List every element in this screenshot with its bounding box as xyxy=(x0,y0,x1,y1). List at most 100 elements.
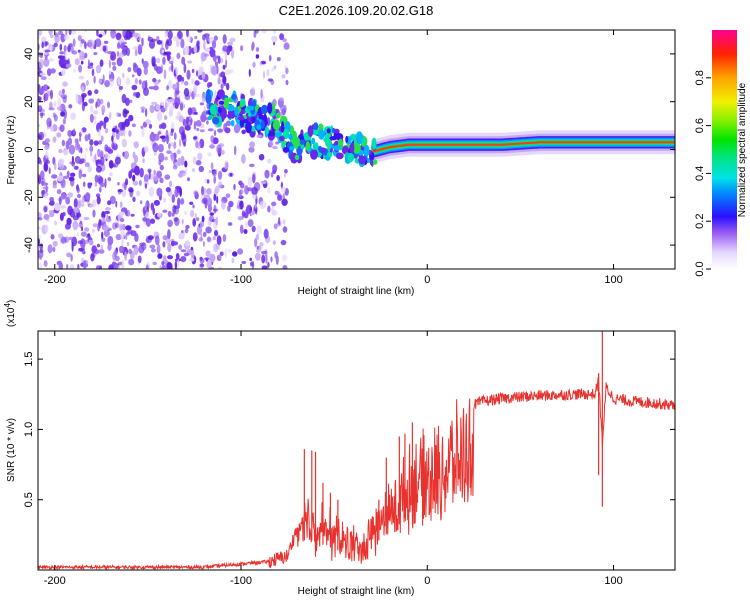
noise-speckle xyxy=(181,56,186,65)
noise-speckle xyxy=(109,172,113,177)
noise-speckle xyxy=(184,125,191,131)
noise-speckle xyxy=(77,35,82,42)
noise-speckle xyxy=(160,64,164,74)
noise-speckle xyxy=(43,214,50,220)
noise-speckle xyxy=(175,68,178,75)
noise-speckle xyxy=(94,181,98,187)
noise-speckle xyxy=(162,56,166,65)
noise-speckle xyxy=(142,217,148,222)
noise-speckle xyxy=(128,170,133,179)
noise-speckle xyxy=(118,261,123,266)
noise-speckle xyxy=(224,248,228,258)
noise-speckle xyxy=(168,79,173,90)
ridge-blob xyxy=(330,125,334,135)
noise-speckle xyxy=(100,135,104,143)
noise-speckle xyxy=(78,247,84,252)
noise-speckle xyxy=(196,70,198,77)
noise-speckle xyxy=(201,215,205,223)
noise-speckle xyxy=(267,261,270,268)
noise-speckle xyxy=(173,35,179,42)
noise-speckle xyxy=(203,197,208,204)
noise-speckle xyxy=(186,30,189,38)
noise-speckle xyxy=(38,238,41,245)
noise-speckle xyxy=(84,134,89,142)
noise-speckle xyxy=(121,189,127,198)
noise-speckle xyxy=(64,50,68,60)
noise-speckle xyxy=(143,145,149,153)
ridge-blob xyxy=(282,146,290,153)
noise-speckle xyxy=(81,127,87,133)
noise-speckle xyxy=(43,58,50,67)
noise-speckle xyxy=(107,242,112,252)
noise-speckle xyxy=(118,113,122,117)
noise-speckle xyxy=(199,263,205,268)
noise-speckle xyxy=(108,111,112,120)
noise-speckle xyxy=(276,57,281,62)
noise-speckle xyxy=(125,77,131,86)
noise-speckle xyxy=(282,37,287,43)
noise-speckle xyxy=(280,239,287,246)
noise-speckle xyxy=(97,149,104,158)
noise-speckle xyxy=(152,261,157,266)
x-tick-label: 100 xyxy=(604,274,622,286)
noise-speckle xyxy=(131,84,138,91)
noise-speckle xyxy=(187,177,190,182)
noise-speckle xyxy=(282,193,285,201)
noise-speckle xyxy=(193,111,198,115)
noise-speckle xyxy=(77,193,81,199)
noise-speckle xyxy=(83,239,89,245)
x-tick-label: 0 xyxy=(424,274,430,286)
noise-speckle xyxy=(42,140,47,145)
noise-speckle xyxy=(191,68,195,74)
noise-speckle xyxy=(114,156,121,165)
noise-speckle xyxy=(89,145,94,152)
y-tick-label: 0 xyxy=(23,146,35,152)
noise-speckle xyxy=(98,78,103,84)
ridge-core xyxy=(371,141,675,153)
noise-speckle xyxy=(248,68,251,77)
noise-speckle xyxy=(197,141,201,150)
noise-speckle xyxy=(205,226,212,234)
noise-speckle xyxy=(179,102,184,111)
noise-speckle xyxy=(227,222,233,226)
noise-speckle xyxy=(73,198,78,209)
noise-speckle xyxy=(81,173,87,178)
noise-speckle xyxy=(193,45,198,53)
noise-speckle xyxy=(176,149,181,155)
noise-speckle xyxy=(68,104,73,109)
noise-speckle xyxy=(65,63,72,68)
noise-speckle xyxy=(38,134,42,140)
noise-speckle xyxy=(50,68,56,74)
noise-speckle xyxy=(218,254,222,260)
noise-speckle xyxy=(280,104,286,113)
ridge-blob xyxy=(311,137,316,145)
svg-text:(x104): (x104) xyxy=(3,300,17,327)
noise-speckle xyxy=(249,141,256,148)
noise-speckle xyxy=(77,49,81,53)
noise-speckle xyxy=(182,118,187,127)
noise-speckle xyxy=(162,209,168,213)
noise-speckle xyxy=(157,144,164,153)
noise-speckle xyxy=(80,60,84,65)
noise-speckle xyxy=(166,134,169,145)
noise-speckle xyxy=(216,144,222,154)
ridge-blob xyxy=(218,100,225,105)
noise-speckle xyxy=(83,216,90,221)
noise-speckle xyxy=(148,170,151,180)
noise-speckle xyxy=(145,119,152,125)
noise-speckle xyxy=(172,204,177,215)
noise-speckle xyxy=(194,35,198,40)
noise-speckle xyxy=(261,30,267,34)
noise-speckle xyxy=(137,255,142,264)
noise-speckle xyxy=(178,232,185,240)
noise-speckle xyxy=(211,40,217,49)
noise-speckle xyxy=(168,66,171,72)
noise-speckle xyxy=(213,35,218,41)
noise-speckle xyxy=(172,241,179,246)
noise-speckle xyxy=(42,182,49,186)
noise-speckle xyxy=(141,127,145,138)
noise-speckle xyxy=(218,170,223,180)
noise-speckle xyxy=(78,223,83,228)
noise-speckle xyxy=(159,164,164,171)
noise-speckle xyxy=(211,142,214,146)
